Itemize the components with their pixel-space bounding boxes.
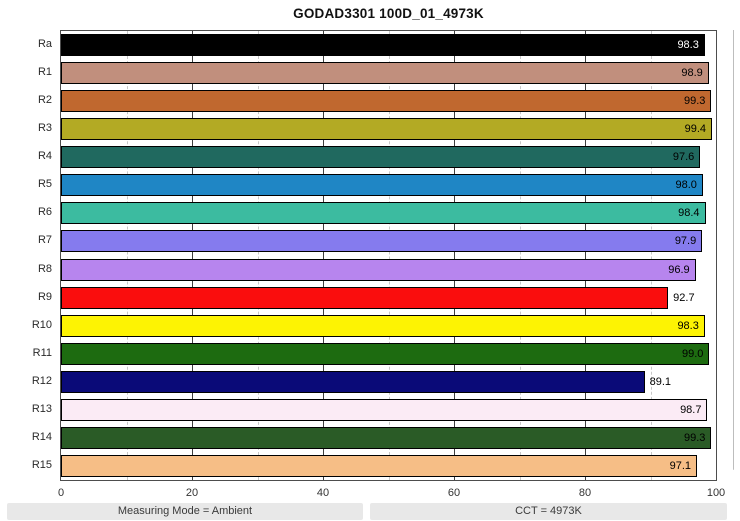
status-measuring-mode: Measuring Mode = Ambient [7, 503, 363, 520]
value-label-r11: 99.0 [682, 347, 704, 360]
status-cct: CCT = 4973K [370, 503, 727, 520]
category-label-r14: R14 [31, 430, 52, 443]
category-label-r8: R8 [37, 262, 52, 275]
bar-r8: 96.9 [61, 258, 696, 281]
bar-r11: 99.0 [61, 342, 710, 365]
category-label-r5: R5 [37, 178, 52, 191]
bar-r10: 98.3 [61, 314, 705, 337]
value-label-ra: 98.3 [677, 39, 699, 52]
bar-r1: 98.9 [61, 62, 709, 85]
gridline-major [192, 31, 193, 480]
bar-r4: 97.6 [61, 146, 701, 169]
gridline-major [454, 31, 455, 480]
value-label-r9: 92.7 [673, 291, 695, 304]
gridline-minor [519, 31, 521, 480]
right-edge-divider [733, 30, 734, 470]
x-tick-label-0: 0 [57, 487, 65, 499]
value-label-r15: 97.1 [669, 459, 691, 472]
category-label-r6: R6 [37, 206, 52, 219]
value-label-r6: 98.4 [678, 207, 700, 220]
gridline-major [585, 31, 586, 480]
category-label-r15: R15 [31, 458, 52, 471]
value-label-r1: 98.9 [681, 67, 703, 80]
x-tick-label-80: 80 [578, 487, 592, 499]
category-label-r3: R3 [37, 122, 52, 135]
bar-r2: 99.3 [61, 90, 712, 113]
value-label-r13: 98.7 [680, 403, 702, 416]
category-label-ra: Ra [37, 38, 52, 51]
bar-r5: 98.0 [61, 174, 703, 197]
category-label-r9: R9 [37, 290, 52, 303]
x-tick-label-20: 20 [185, 487, 199, 499]
bar-r14: 99.3 [61, 426, 712, 449]
x-tick-label-40: 40 [316, 487, 330, 499]
gridline-minor [126, 31, 128, 480]
category-label-r7: R7 [37, 234, 52, 247]
category-label-r11: R11 [32, 346, 52, 359]
bar-r12 [61, 370, 645, 393]
gridline-minor [257, 31, 259, 480]
category-label-r13: R13 [31, 402, 52, 415]
x-tick-label-60: 60 [447, 487, 461, 499]
value-label-r3: 99.4 [684, 123, 707, 136]
value-label-r5: 98.0 [675, 179, 697, 192]
category-label-r12: R12 [31, 374, 52, 387]
category-label-r2: R2 [37, 94, 52, 107]
bar-r7: 97.9 [61, 230, 703, 253]
plot-area: 98.3 98.9 99.3 99.4 97.6 98.0 98.4 97.9 96.9 92.7… [60, 30, 717, 481]
bar-r13: 98.7 [61, 398, 708, 421]
bar-r15: 97.1 [61, 454, 697, 477]
value-label-r4: 97.6 [672, 151, 695, 164]
value-label-r8: 96.9 [668, 263, 690, 276]
gridline-minor [650, 31, 652, 480]
value-label-r7: 97.9 [674, 235, 697, 248]
bar-ra: 98.3 [61, 34, 705, 57]
category-label-r4: R4 [37, 150, 52, 163]
bar-r9 [61, 286, 669, 309]
value-label-r2: 99.3 [683, 95, 706, 108]
gridline-major [323, 31, 324, 480]
chart-title: GODAD3301 100D_01_4973K [293, 6, 484, 21]
value-label-r14: 99.3 [683, 431, 706, 444]
value-label-r12: 89.1 [649, 375, 672, 388]
gridline-minor [388, 31, 390, 480]
category-label-r1: R1 [37, 66, 52, 79]
bar-r3: 99.4 [61, 118, 713, 141]
bar-r6: 98.4 [61, 202, 706, 225]
x-tick-label-100: 100 [706, 487, 726, 499]
category-label-r10: R10 [31, 318, 52, 331]
value-label-r10: 98.3 [677, 319, 699, 332]
